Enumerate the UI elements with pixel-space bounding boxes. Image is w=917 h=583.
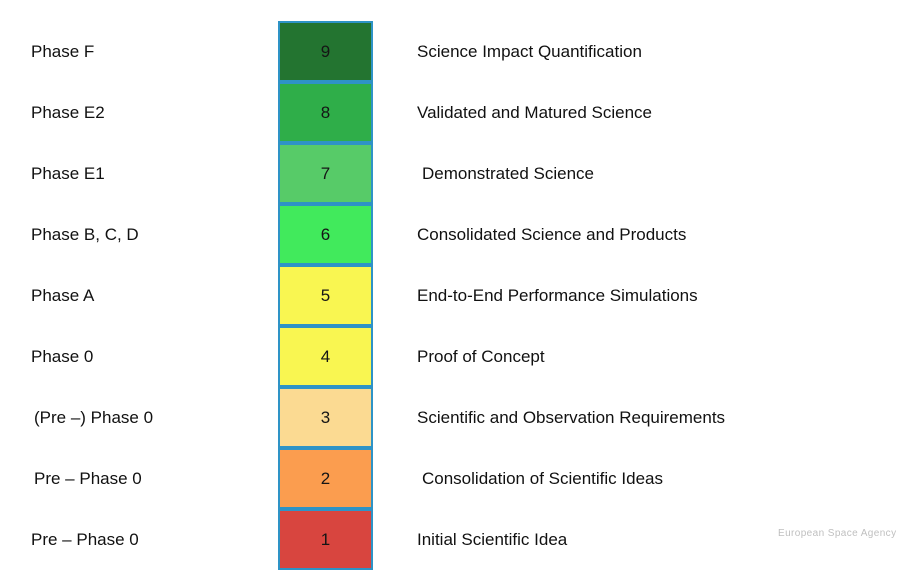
phase-label: Phase F — [31, 41, 95, 61]
phase-label: Phase B, C, D — [31, 224, 139, 244]
level-box: 1 — [278, 509, 373, 570]
level-box: 2 — [278, 448, 373, 509]
level-box: 8 — [278, 82, 373, 143]
level-box: 4 — [278, 326, 373, 387]
description-label: Consolidation of Scientific Ideas — [422, 468, 663, 488]
description-label: Science Impact Quantification — [417, 41, 642, 61]
description-label: End-to-End Performance Simulations — [417, 285, 698, 305]
level-box: 3 — [278, 387, 373, 448]
phase-label: (Pre –) Phase 0 — [34, 407, 154, 427]
description-label: Consolidated Science and Products — [417, 224, 687, 244]
phase-label: Phase E2 — [31, 102, 105, 122]
scale-grid: Phase F 9 Science Impact Quantification … — [31, 21, 726, 570]
description-label: Proof of Concept — [417, 346, 545, 366]
phase-label: Phase 0 — [31, 346, 94, 366]
level-box: 6 — [278, 204, 373, 265]
level-box: 7 — [278, 143, 373, 204]
phase-label: Phase A — [31, 285, 95, 305]
esa-watermark: European Space Agency — [778, 528, 897, 539]
phase-label: Pre – Phase 0 — [34, 468, 142, 488]
phase-label: Phase E1 — [31, 163, 105, 183]
description-label: Demonstrated Science — [422, 163, 594, 183]
description-label: Initial Scientific Idea — [417, 529, 568, 549]
description-label: Validated and Matured Science — [417, 102, 653, 122]
description-label: Scientific and Observation Requirements — [417, 407, 726, 427]
phase-label: Pre – Phase 0 — [31, 529, 139, 549]
level-box: 9 — [278, 21, 373, 82]
level-box: 5 — [278, 265, 373, 326]
